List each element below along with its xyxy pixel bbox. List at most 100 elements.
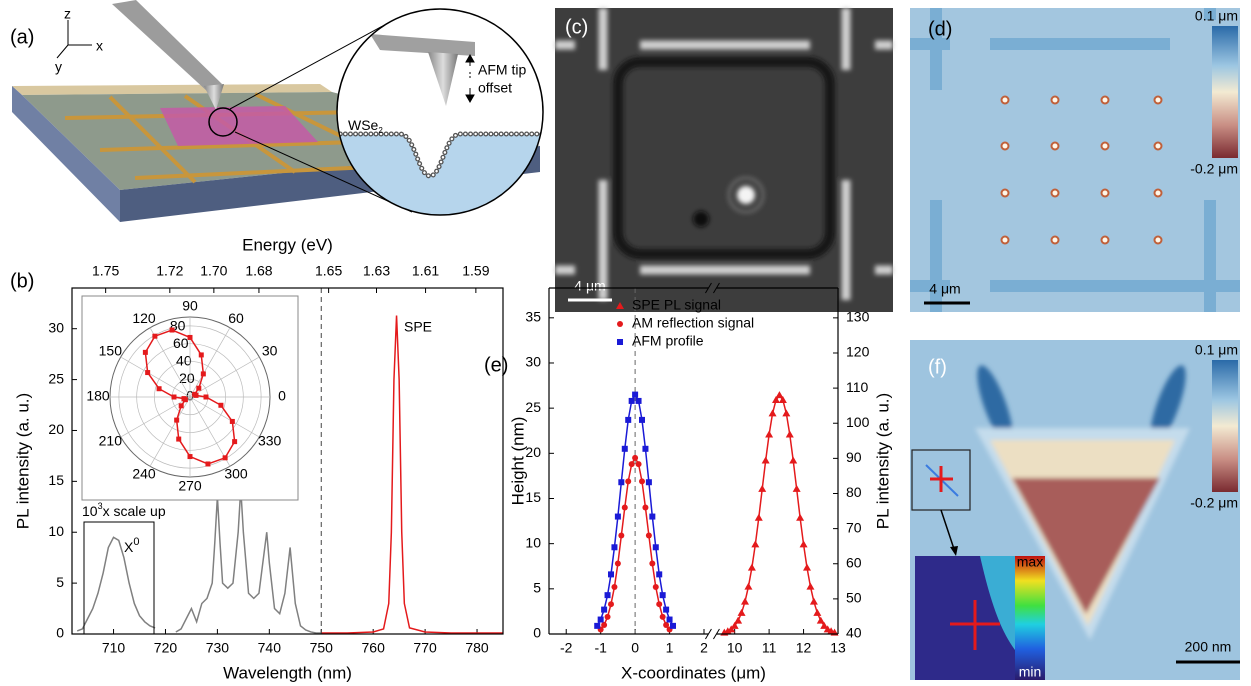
legend-marker [617, 321, 623, 327]
data-point [768, 409, 777, 417]
data-point [737, 608, 746, 616]
x-tick-label: 760 [362, 640, 386, 656]
polar-spoke [189, 327, 231, 398]
data-point [758, 484, 767, 492]
image-features [975, 365, 1190, 640]
axes-gizmo [56, 20, 92, 59]
panel-label: (a) [10, 26, 34, 48]
panel-label: (b) [10, 270, 34, 292]
y2-tick-label: 120 [846, 344, 870, 360]
inset-colorbar [1015, 556, 1045, 680]
y2-tick-label: 50 [846, 590, 862, 606]
data-point [741, 597, 749, 605]
y-tick-label: 25 [48, 370, 64, 386]
data-point [608, 571, 614, 578]
polar-point [203, 394, 209, 400]
x-tick-label: 730 [206, 640, 230, 656]
data-point [618, 479, 625, 486]
y2-tick-label: 130 [846, 309, 870, 325]
data-point [628, 461, 635, 468]
legend-label: AFM profile [632, 333, 704, 349]
y-tick-label: 0 [533, 625, 541, 641]
series-line [321, 315, 503, 634]
axis-y: y [55, 59, 62, 75]
data-point [803, 563, 811, 571]
polar-spoke [189, 356, 260, 398]
x-tick-label: -2 [560, 640, 573, 656]
x-tick-label: 13 [830, 640, 846, 656]
axis-z: z [64, 6, 71, 22]
zoom-spot [208, 107, 238, 137]
polar-spoke [189, 396, 231, 467]
data-point [597, 616, 604, 623]
annotation: 103x scale up [82, 501, 166, 518]
data-point [625, 416, 632, 423]
callout-head [950, 546, 958, 556]
scale-up-box [83, 521, 155, 635]
data-point [754, 513, 763, 521]
x-tick-label: 11 [762, 640, 777, 656]
polar-point [145, 370, 151, 376]
y2-tick-label: 110 [846, 379, 869, 395]
data-point [761, 456, 770, 464]
panel-a: AFM tip offset WSe2 z x y (a) [10, 0, 544, 222]
data-point [645, 479, 652, 486]
polar-point [205, 461, 211, 467]
angle-tick-label: 90 [182, 298, 198, 314]
data-point [614, 513, 621, 520]
y-tick-label: 35 [525, 309, 541, 325]
y2-tick-label: 40 [846, 625, 862, 641]
series-line [76, 488, 322, 634]
polar-spoke [149, 396, 191, 467]
data-point [611, 584, 618, 591]
polar-spoke [120, 396, 191, 438]
data-point [799, 540, 808, 548]
y2-tick-label: 70 [846, 519, 862, 535]
image-features [555, 8, 893, 300]
colorbar [1212, 360, 1238, 492]
data-point [789, 456, 798, 464]
x2-axis-label: Energy (eV) [242, 235, 333, 254]
data-point [594, 622, 601, 629]
y2-tick-label: 100 [846, 414, 870, 430]
y-tick-label: 30 [48, 319, 64, 335]
scale-bar-label: 200 nm [1185, 639, 1232, 655]
data-point [727, 625, 736, 633]
annotation-base: X [124, 539, 134, 555]
r-tick-label: 40 [176, 353, 192, 369]
angle-tick-label: 150 [99, 343, 123, 359]
polar-point [187, 454, 193, 460]
data-point [663, 606, 670, 613]
polar-point [176, 436, 182, 442]
x2-tick-label: 1.75 [92, 263, 119, 279]
angle-tick-label: 330 [258, 433, 282, 449]
panel-f: max min 0.1 μm -0.2 μm 200 nm (f) [910, 340, 1240, 680]
polar-point [222, 455, 228, 461]
polar-point [156, 386, 162, 392]
y-tick-label: 5 [56, 574, 64, 590]
data-point [656, 571, 663, 578]
data-point [670, 622, 676, 629]
y-tick-label: 10 [525, 534, 541, 550]
data-point [635, 397, 642, 404]
data-point [642, 445, 649, 452]
data-point [785, 430, 794, 438]
colorbar [1212, 26, 1238, 158]
callout-arrow [940, 509, 956, 553]
data-point [601, 621, 608, 628]
tip-label: AFM tip [478, 62, 526, 78]
scale-bar-label: 4 μm [929, 281, 960, 297]
y-tick-label: 20 [48, 421, 64, 437]
y2-tick-label: 90 [846, 449, 862, 465]
axis-x: x [96, 38, 103, 54]
angle-tick-label: 60 [228, 310, 244, 326]
x-tick-label: 10 [727, 640, 743, 656]
polar-point [178, 403, 184, 409]
y-tick-label: 15 [525, 489, 541, 505]
data-point [628, 397, 635, 404]
polar-point [200, 371, 206, 377]
y-tick-label: 25 [525, 399, 541, 415]
data-point [666, 616, 673, 623]
angle-tick-label: 0 [278, 388, 286, 404]
polar-point [142, 349, 148, 355]
